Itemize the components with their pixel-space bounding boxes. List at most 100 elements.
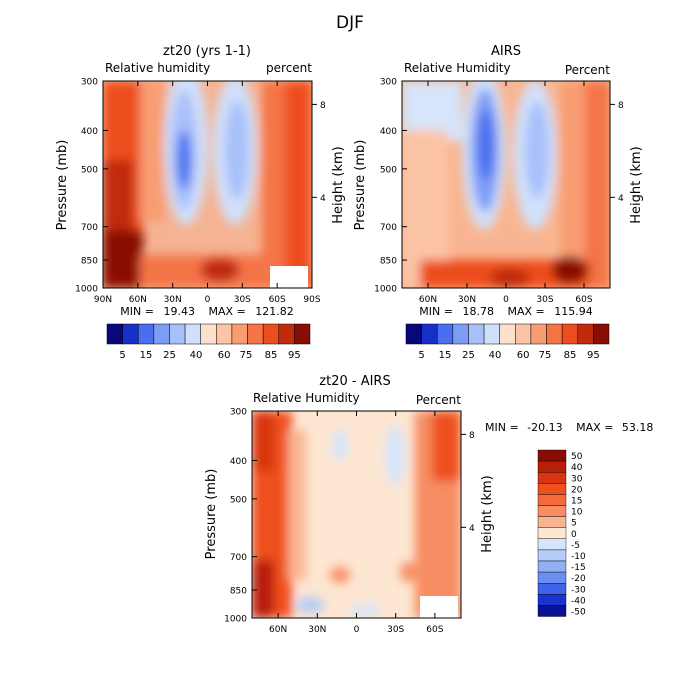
colorbar-label: 60	[517, 350, 530, 361]
model-max-value: 121.82	[255, 305, 294, 318]
airs-max-value: 115.94	[554, 305, 593, 318]
diff-y2label: Height (km)	[480, 475, 495, 552]
diff-max-label: MAX =	[576, 421, 613, 434]
pressure-tick-label: 500	[81, 165, 98, 175]
colorbar-swatch	[421, 323, 438, 345]
model-min-label: MIN =	[120, 305, 154, 318]
lat-tick-label: 0	[354, 625, 360, 635]
model-stats: MIN = 19.43 MAX = 121.82	[120, 305, 293, 318]
colorbar-swatch	[262, 323, 280, 345]
diff-right-label: Percent	[416, 393, 461, 407]
colorbar-label: 75	[240, 350, 253, 361]
height-tick-label: 4	[469, 524, 475, 534]
colorbar-label: 40	[489, 350, 502, 361]
airs-max-label: MAX =	[507, 305, 544, 318]
colorbar-label: 5	[119, 350, 125, 361]
diff-field	[252, 411, 461, 618]
pressure-tick-label: 400	[230, 457, 247, 467]
colorbar-swatch	[405, 323, 422, 345]
colorbar-swatch	[184, 323, 201, 345]
diff-min-value: -20.13	[527, 421, 562, 434]
colorbar-label: 25	[163, 350, 176, 361]
colorbar-label: 95	[288, 350, 301, 361]
colorbar-swatch	[247, 323, 264, 345]
model-right-label: percent	[266, 61, 312, 75]
colorbar-swatch	[546, 323, 563, 345]
colorbar-label: 85	[564, 350, 577, 361]
model-ylabel: Pressure (mb)	[55, 140, 70, 231]
colorbar-label: 95	[587, 350, 600, 361]
model-axes: 300 400 500 700 850 1000 8 4 90N 60N 30N 0 30S 60S 90S	[75, 78, 326, 306]
colorbar-swatch	[537, 583, 567, 595]
colorbar-label: -30	[571, 585, 586, 595]
lat-tick-label: 60S	[426, 625, 443, 635]
height-tick-label: 8	[469, 431, 475, 441]
airs-y2label: Height (km)	[629, 146, 644, 223]
colorbar-swatch	[200, 323, 217, 345]
pressure-tick-label: 400	[81, 127, 98, 137]
pressure-tick-label: 1000	[224, 615, 247, 625]
lat-tick-label: 30S	[234, 295, 251, 305]
pressure-tick-label: 300	[230, 408, 247, 418]
colorbar-label: 40	[190, 350, 203, 361]
colorbar-swatch	[483, 323, 500, 345]
page-title: DJF	[336, 13, 364, 33]
lat-tick-label: 0	[205, 295, 211, 305]
pressure-tick-label: 700	[380, 223, 397, 233]
airs-min-label: MIN =	[419, 305, 453, 318]
colorbar-label: 60	[218, 350, 231, 361]
pressure-tick-label: 700	[230, 553, 247, 563]
pressure-tick-label: 700	[81, 223, 98, 233]
airs-field	[402, 81, 610, 288]
diff-axes: 300 400 500 700 850 1000 8 4 60N 30N 0 30S 60S	[224, 408, 475, 636]
lat-tick-label: 30N	[308, 625, 326, 635]
diff-left-label: Relative Humidity	[253, 391, 360, 405]
lat-tick-label: 60S	[575, 295, 592, 305]
model-y2label: Height (km)	[331, 146, 346, 223]
lat-tick-label: 30S	[387, 625, 404, 635]
lat-tick-label: 60N	[269, 625, 287, 635]
pressure-tick-label: 300	[380, 78, 397, 88]
colorbar-label: 50	[571, 452, 583, 462]
colorbar-label: -5	[571, 541, 580, 551]
colorbar-label: 10	[571, 508, 583, 518]
model-left-label: Relative humidity	[105, 61, 210, 75]
colorbar-label: -20	[571, 574, 586, 584]
colorbar-label: 20	[571, 485, 583, 495]
colorbar-label: 15	[439, 350, 452, 361]
colorbar-swatch	[468, 323, 485, 345]
height-tick-label: 8	[320, 101, 326, 111]
model-min-value: 19.43	[163, 305, 195, 318]
lat-tick-label: 0	[503, 295, 509, 305]
airs-colorbar: 5 15 25 40 60 75 85 95	[405, 323, 610, 361]
lat-tick-label: 30N	[164, 295, 182, 305]
colorbar-swatch	[561, 323, 579, 345]
colorbar-swatch	[515, 323, 532, 345]
colorbar-swatch	[153, 323, 170, 345]
colorbar-swatch	[169, 323, 186, 345]
pressure-tick-label: 400	[380, 127, 397, 137]
colorbar-swatch	[537, 549, 567, 562]
colorbar-label: 15	[571, 497, 582, 507]
model-colorbar: 5 15 25 40 60 75 85 95	[106, 323, 311, 361]
colorbar-swatch	[278, 323, 295, 345]
lat-tick-label: 60N	[419, 295, 437, 305]
height-tick-label: 4	[618, 194, 624, 204]
pressure-tick-label: 850	[380, 257, 397, 267]
colorbar-swatch	[537, 571, 567, 584]
colorbar-swatch	[106, 323, 123, 345]
colorbar-label: -15	[571, 563, 586, 573]
colorbar-swatch	[499, 323, 516, 345]
height-tick-label: 4	[320, 194, 326, 204]
colorbar-label: 15	[140, 350, 153, 361]
airs-left-label: Relative Humidity	[404, 61, 511, 75]
lat-tick-label: 30N	[458, 295, 476, 305]
pressure-tick-label: 300	[81, 78, 98, 88]
colorbar-label: 40	[571, 463, 583, 473]
airs-axes: 300 400 500 700 850 1000 8 4 60N 30N 0 30S 60S	[374, 78, 624, 306]
colorbar-swatch	[122, 323, 139, 345]
diff-max-value: 53.18	[622, 421, 654, 434]
pressure-tick-label: 850	[81, 257, 98, 267]
colorbar-swatch	[537, 538, 567, 551]
